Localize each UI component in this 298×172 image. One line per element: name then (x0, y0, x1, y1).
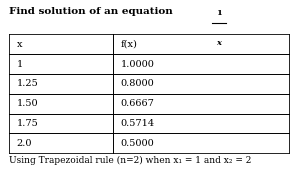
Text: Using Trapezoidal rule (n=2) when x₁ = 1 and x₂ = 2: Using Trapezoidal rule (n=2) when x₁ = 1… (9, 156, 251, 165)
Text: 1.75: 1.75 (16, 119, 38, 128)
Text: 2.0: 2.0 (16, 139, 32, 148)
Text: f(x): f(x) (121, 40, 138, 49)
Text: 0.8000: 0.8000 (121, 79, 154, 88)
Text: x: x (16, 40, 22, 49)
Text: 1: 1 (216, 9, 222, 18)
Text: 1.25: 1.25 (16, 79, 38, 88)
Text: 1.50: 1.50 (16, 99, 38, 108)
Text: 0.5000: 0.5000 (121, 139, 154, 148)
Text: 0.5714: 0.5714 (121, 119, 155, 128)
Text: 0.6667: 0.6667 (121, 99, 155, 108)
Text: x: x (217, 39, 221, 47)
Text: 1: 1 (16, 60, 23, 69)
Text: Find solution of an equation: Find solution of an equation (9, 7, 176, 16)
Text: 1.0000: 1.0000 (121, 60, 155, 69)
